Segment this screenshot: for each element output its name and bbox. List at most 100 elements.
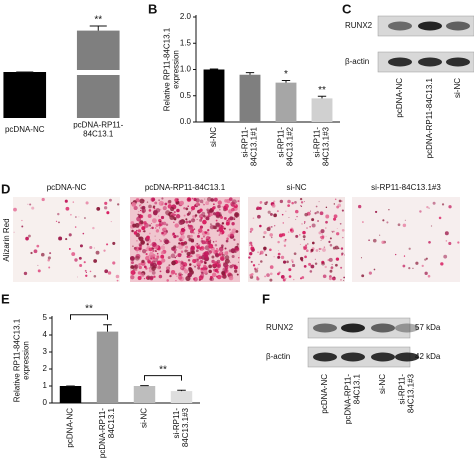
significance-label: * — [284, 69, 288, 80]
stain-dot — [299, 197, 303, 201]
stain-dot — [285, 210, 287, 212]
stain-dot — [337, 203, 342, 208]
stain-dot — [273, 213, 277, 218]
stain-dot — [191, 229, 195, 232]
stain-dot — [93, 274, 97, 278]
stain-dot — [426, 205, 429, 209]
stain-dot — [408, 267, 411, 270]
stain-dot — [236, 243, 240, 246]
stain-dot — [430, 225, 433, 227]
stain-dot — [185, 218, 188, 221]
stain-dot — [193, 204, 197, 207]
stain-dot — [150, 244, 152, 246]
stain-dot — [343, 276, 345, 279]
stain-dot — [117, 203, 120, 206]
stain-dot — [228, 228, 231, 231]
stain-side-label: Alizarin Red — [2, 218, 11, 261]
stain-dot — [263, 249, 266, 252]
stain-dot — [209, 224, 215, 230]
stain-dot — [441, 203, 445, 206]
stain-dot — [269, 278, 273, 282]
axis-break — [75, 70, 121, 75]
stain-dot — [287, 204, 291, 208]
x-tick-label: pcDNA-NC — [66, 408, 75, 448]
stain-dot — [328, 257, 333, 262]
stain-dot — [158, 223, 162, 227]
blot-band — [388, 57, 412, 67]
stain-dot — [196, 234, 201, 238]
stain-dot — [185, 220, 189, 224]
stain-dot — [233, 238, 236, 241]
bar — [170, 391, 193, 403]
stain-dot — [221, 206, 223, 208]
stain-dot — [134, 265, 137, 268]
stain-dot — [37, 269, 41, 273]
y-tick-label: 2.0 — [180, 12, 192, 21]
stain-dot — [147, 276, 150, 279]
stain-dot — [70, 213, 72, 216]
stain-dot — [198, 256, 202, 260]
stain-dot — [96, 206, 101, 211]
stain-dot — [68, 233, 72, 237]
stain-dot — [266, 273, 270, 277]
stain-dot — [264, 275, 267, 278]
stain-dot — [36, 244, 40, 248]
stain-dot — [432, 201, 436, 205]
stain-dot — [211, 206, 215, 210]
blot-band — [388, 21, 412, 31]
stain-dot — [82, 232, 85, 235]
blot-band — [395, 323, 419, 333]
stain-dot — [361, 221, 364, 224]
stain-dot — [83, 261, 86, 264]
bar — [311, 98, 333, 122]
stain-dot — [155, 227, 157, 229]
stain-dot — [130, 261, 134, 265]
stain-dot — [151, 218, 157, 224]
stain-dot — [303, 238, 306, 241]
stain-dot — [299, 234, 301, 236]
stain-dot — [215, 240, 217, 242]
stain-dot — [233, 265, 238, 270]
stain-dot — [58, 221, 60, 224]
stain-dot — [184, 241, 187, 244]
stain-dot — [160, 245, 166, 250]
stain-dot — [226, 237, 229, 240]
stain-dot — [303, 201, 305, 203]
stain-dot — [328, 240, 331, 243]
blot-band — [371, 323, 395, 333]
stain-dot — [190, 238, 195, 242]
stain-dot — [412, 267, 414, 269]
stain-dot — [339, 222, 342, 225]
stain-dot — [140, 272, 145, 278]
stain-dot — [250, 244, 253, 247]
stain-dot — [153, 209, 158, 215]
error-bar — [317, 95, 327, 99]
stain-dot — [13, 207, 17, 212]
stain-dot — [277, 272, 280, 276]
stain-dot — [29, 203, 32, 206]
stain-dot — [199, 273, 205, 279]
stain-dot — [230, 248, 236, 254]
stain-dot — [225, 239, 229, 243]
stain-dot — [78, 216, 80, 218]
stain-dot — [160, 254, 165, 259]
stain-dot — [47, 256, 51, 260]
stain-dot — [288, 275, 292, 278]
stain-dot — [424, 271, 428, 275]
stain-dot — [343, 280, 345, 281]
stain-dot — [231, 199, 237, 205]
stain-dot — [250, 227, 254, 232]
stain-dot — [173, 217, 177, 221]
stain-dot — [342, 236, 344, 239]
stain-dot — [145, 267, 148, 270]
stain-dot — [154, 249, 157, 252]
stain-dot — [79, 244, 83, 248]
stain-dot — [206, 208, 209, 212]
stain-dot — [323, 246, 326, 248]
stain-dot — [249, 241, 253, 245]
stain-dot — [321, 233, 323, 235]
stain-dot — [160, 215, 165, 220]
y-axis-label: Relative RP11-84C13.1expression — [163, 27, 181, 111]
stain-dot — [368, 271, 372, 275]
stain-dot — [194, 244, 197, 247]
